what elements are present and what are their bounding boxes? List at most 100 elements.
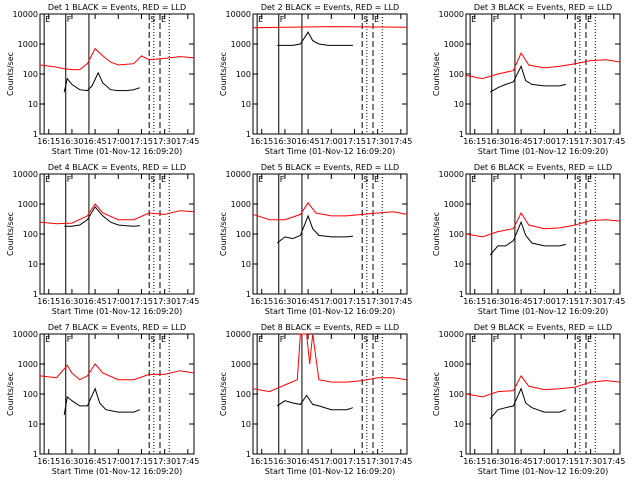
- marker-label: E: [258, 335, 263, 344]
- series-line-lld-det4: [39, 203, 195, 225]
- x-tick-label: 16:15: [37, 137, 60, 146]
- y-axis-label: Counts/sec: [6, 212, 15, 256]
- series-line-lld-det8: [252, 333, 408, 393]
- y-tick-label: 1: [459, 130, 464, 139]
- x-tick-label: 16:15: [37, 457, 60, 466]
- y-tick-label: 10: [241, 260, 251, 269]
- y-tick-label: 10000: [13, 330, 38, 339]
- x-tick-label: 16:15: [37, 297, 60, 306]
- x-tick-label: 17:30: [579, 137, 602, 146]
- marker-label: F: [493, 15, 498, 24]
- x-tick-label: 17:45: [176, 137, 199, 146]
- marker-label: S: [363, 335, 368, 344]
- x-tick-label: 16:30: [60, 297, 83, 306]
- marker-label: F: [67, 15, 72, 24]
- plot-frame-8: [252, 333, 408, 455]
- y-axis-label: Counts/sec: [432, 212, 441, 256]
- x-tick-label: 17:00: [320, 137, 343, 146]
- x-axis-label: Start Time (01-Nov-12 16:09:20): [52, 307, 182, 316]
- y-axis-label: Counts/sec: [6, 52, 15, 96]
- y-tick-label: 10000: [13, 10, 38, 19]
- marker-label: E: [161, 335, 166, 344]
- y-tick-label: 1: [246, 450, 251, 459]
- x-tick-label: 17:15: [130, 297, 153, 306]
- marker-label: F: [280, 175, 285, 184]
- y-tick-label: 10: [28, 260, 38, 269]
- x-tick-label: 16:30: [60, 457, 83, 466]
- chart-title-6: Det 6 BLACK = Events, RED = LLD: [474, 163, 612, 172]
- y-tick-label: 1: [33, 290, 38, 299]
- x-tick-label: 16:45: [297, 137, 320, 146]
- marker-label: S: [576, 175, 581, 184]
- x-tick-label: 17:15: [343, 457, 366, 466]
- x-tick-label: 16:30: [486, 457, 509, 466]
- x-tick-label: 16:30: [273, 137, 296, 146]
- marker-label: S: [150, 175, 155, 184]
- marker-label: E: [587, 15, 592, 24]
- marker-label: S: [363, 15, 368, 24]
- marker-label: S: [363, 175, 368, 184]
- x-axis-label: Start Time (01-Nov-12 16:09:20): [478, 467, 608, 476]
- x-axis-label: Start Time (01-Nov-12 16:09:20): [478, 147, 608, 156]
- x-tick-label: 17:00: [107, 457, 130, 466]
- x-tick-label: 17:15: [343, 297, 366, 306]
- x-tick-label: 16:45: [510, 137, 533, 146]
- marker-label: F: [67, 175, 72, 184]
- plot-frame-1: [39, 13, 195, 135]
- plot-frame-3: [465, 13, 621, 135]
- y-tick-label: 100: [23, 230, 38, 239]
- x-tick-label: 17:45: [389, 457, 412, 466]
- y-tick-label: 10000: [226, 10, 251, 19]
- x-tick-label: 16:15: [463, 297, 486, 306]
- y-axis-label: Counts/sec: [219, 52, 228, 96]
- x-tick-label: 17:00: [320, 297, 343, 306]
- x-tick-label: 17:45: [602, 297, 625, 306]
- series-line-lld-det6: [465, 211, 621, 238]
- y-tick-label: 10: [241, 420, 251, 429]
- x-tick-label: 17:45: [602, 137, 625, 146]
- x-tick-label: 17:30: [579, 297, 602, 306]
- x-tick-label: 17:15: [343, 137, 366, 146]
- marker-label: E: [161, 175, 166, 184]
- marker-label: E: [374, 335, 379, 344]
- x-tick-label: 17:15: [556, 137, 579, 146]
- x-tick-label: 17:45: [602, 457, 625, 466]
- marker-label: E: [587, 335, 592, 344]
- x-tick-label: 16:15: [250, 137, 273, 146]
- y-tick-label: 1000: [231, 40, 251, 49]
- x-tick-label: 16:30: [60, 137, 83, 146]
- y-axis-label: Counts/sec: [432, 372, 441, 416]
- plot-frame-6: [465, 173, 621, 295]
- y-axis-label: Counts/sec: [432, 52, 441, 96]
- series-line-events-det8: [276, 394, 354, 411]
- series-line-events-det3: [489, 64, 567, 93]
- x-tick-label: 17:30: [153, 457, 176, 466]
- x-tick-label: 17:00: [107, 297, 130, 306]
- marker-label: E: [45, 335, 50, 344]
- x-tick-label: 17:30: [153, 137, 176, 146]
- chart-title-4: Det 4 BLACK = Events, RED = LLD: [48, 163, 186, 172]
- x-tick-label: 16:45: [84, 297, 107, 306]
- y-tick-label: 1: [33, 450, 38, 459]
- x-tick-label: 16:30: [486, 137, 509, 146]
- chart-title-1: Det 1 BLACK = Events, RED = LLD: [48, 3, 186, 12]
- plot-frame-9: [465, 333, 621, 455]
- x-axis-label: Start Time (01-Nov-12 16:09:20): [265, 467, 395, 476]
- y-tick-label: 1: [246, 130, 251, 139]
- x-tick-label: 17:30: [153, 297, 176, 306]
- y-tick-label: 1000: [444, 200, 464, 209]
- y-tick-label: 1000: [18, 360, 38, 369]
- y-tick-label: 100: [236, 230, 251, 239]
- marker-label: E: [471, 335, 476, 344]
- x-tick-label: 17:15: [556, 297, 579, 306]
- x-tick-label: 17:30: [366, 457, 389, 466]
- marker-label: F: [493, 175, 498, 184]
- series-line-lld-det5: [252, 201, 408, 221]
- chart-title-3: Det 3 BLACK = Events, RED = LLD: [474, 3, 612, 12]
- x-tick-label: 17:00: [533, 457, 556, 466]
- series-line-events-det1: [63, 71, 141, 93]
- series-line-events-det6: [489, 220, 567, 256]
- y-axis-label: Counts/sec: [6, 372, 15, 416]
- plot-frame-4: [39, 173, 195, 295]
- marker-label: E: [45, 15, 50, 24]
